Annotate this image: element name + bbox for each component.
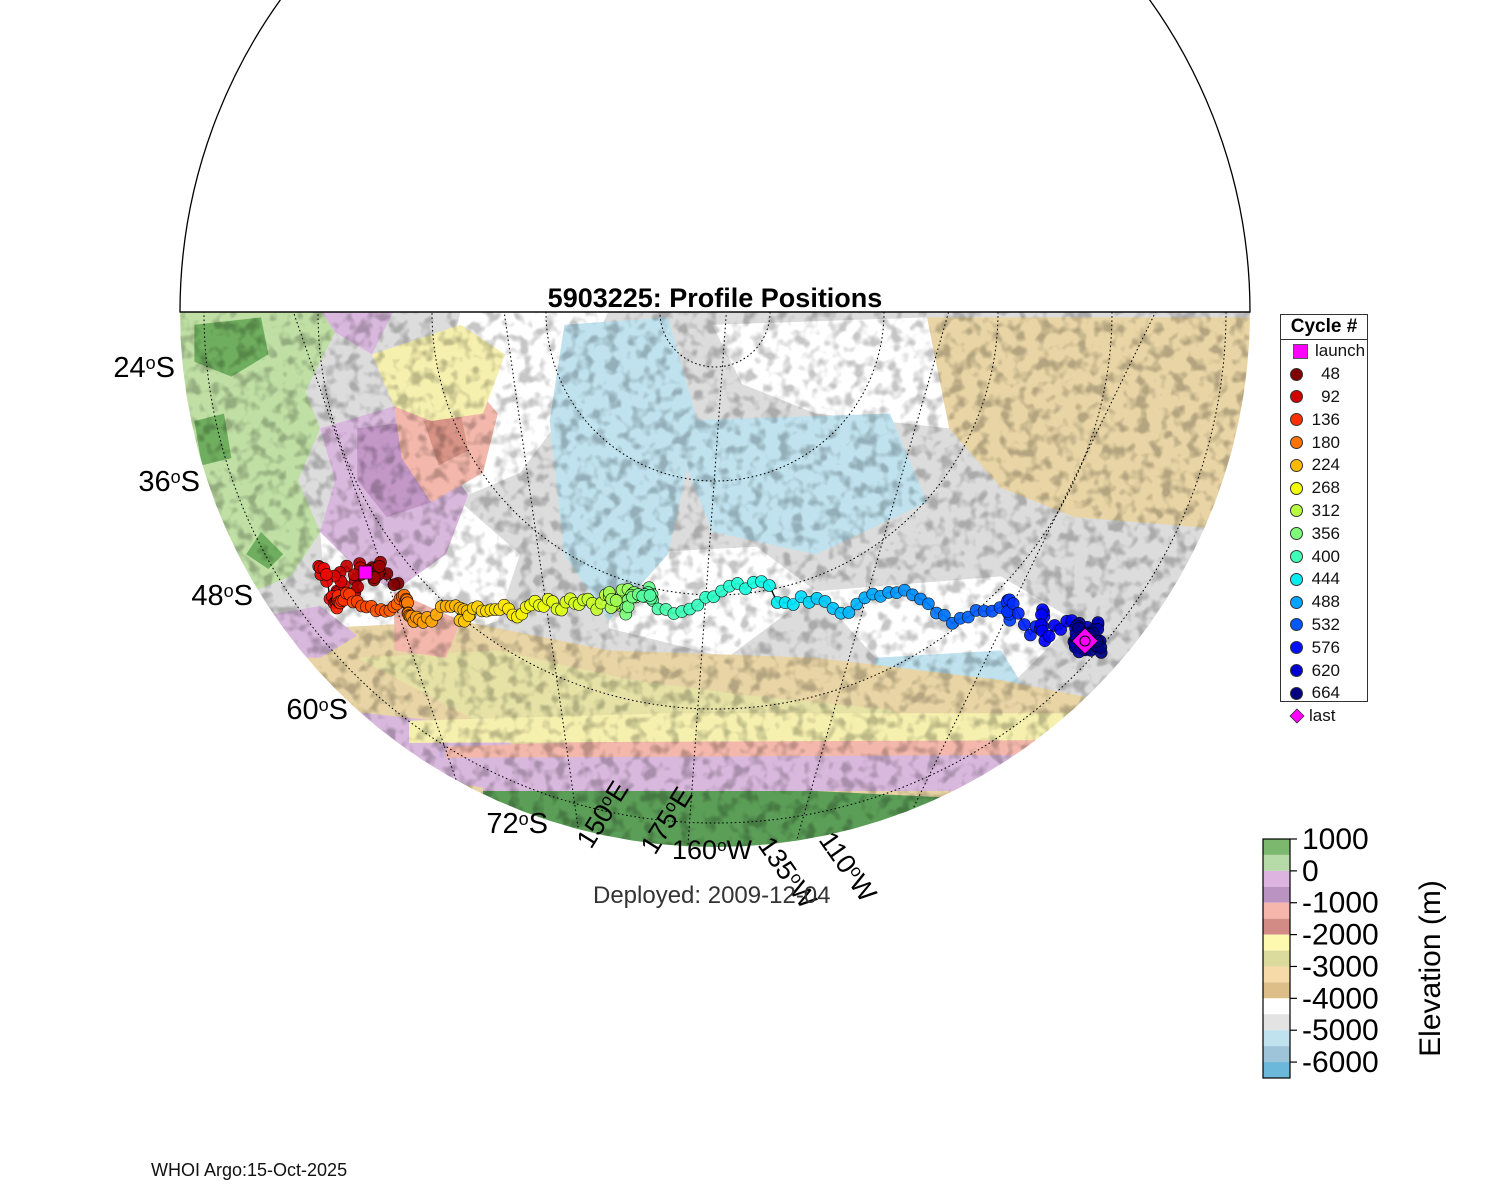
svg-text:60oS: 60oS	[286, 694, 348, 726]
svg-text:24oS: 24oS	[113, 352, 175, 384]
svg-text:-1000: -1000	[1302, 887, 1379, 920]
svg-text:160oW: 160oW	[672, 835, 753, 865]
svg-text:-2000: -2000	[1302, 919, 1379, 952]
svg-text:0: 0	[1302, 855, 1319, 888]
svg-text:36oS: 36oS	[138, 466, 200, 498]
svg-text:48oS: 48oS	[191, 580, 253, 612]
svg-text:-4000: -4000	[1302, 982, 1379, 1015]
svg-text:-3000: -3000	[1302, 950, 1379, 983]
svg-text:-6000: -6000	[1302, 1046, 1379, 1079]
svg-text:Elevation (m): Elevation (m)	[1414, 880, 1447, 1057]
svg-text:1000: 1000	[1302, 823, 1369, 856]
svg-text:-5000: -5000	[1302, 1014, 1379, 1047]
svg-text:72oS: 72oS	[486, 808, 548, 840]
